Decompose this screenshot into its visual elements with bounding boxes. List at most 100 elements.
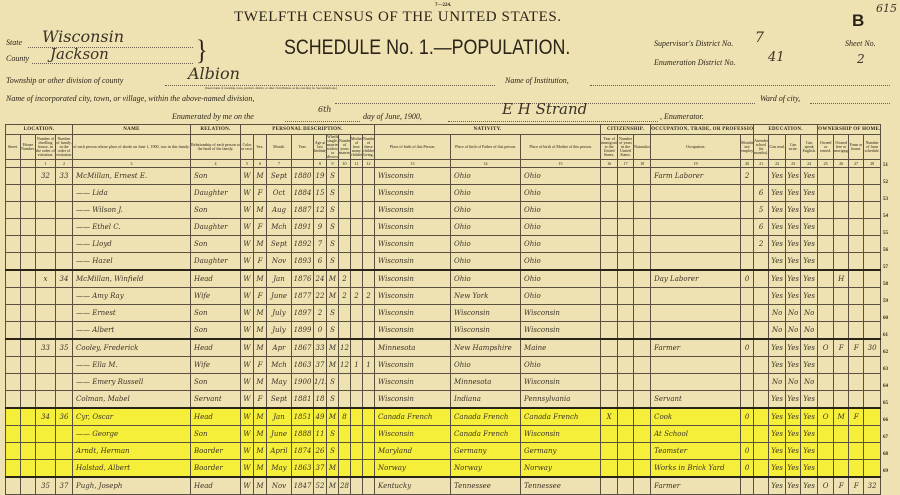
cell-name: —— Hazel xyxy=(72,252,191,271)
ward-label: Ward of city, xyxy=(760,94,801,103)
cell-ym: 28 xyxy=(338,476,351,495)
cell-imm xyxy=(600,425,619,443)
column-subheader: Owned or rented. xyxy=(817,134,835,160)
cell-rel: Head xyxy=(190,407,241,426)
cell-yrs xyxy=(617,476,635,495)
cell-occ xyxy=(650,373,742,391)
cell-liv xyxy=(361,321,376,340)
cell-house xyxy=(20,425,36,443)
cell-nat xyxy=(633,235,652,253)
cell-dw xyxy=(35,252,56,271)
cell-fbp: Ohio xyxy=(450,252,522,271)
cell-nat xyxy=(633,459,652,478)
cell-yrs xyxy=(617,218,635,236)
cell-read: Yes xyxy=(768,184,787,202)
sheet-label: Sheet No. xyxy=(845,39,876,48)
cell-own xyxy=(817,235,835,253)
cell-moc xyxy=(350,442,363,460)
cell-year: 1887 xyxy=(291,201,314,219)
cell-farm xyxy=(848,356,865,374)
cell-moc xyxy=(350,321,363,340)
county-label: County xyxy=(6,54,30,63)
cell-moc: 2 xyxy=(350,287,363,305)
cell-name: Cyr, Oscar xyxy=(72,407,191,426)
cell-own xyxy=(817,459,835,478)
column-number: 4 xyxy=(190,159,241,168)
cell-imm xyxy=(600,269,619,288)
column-number: 3 xyxy=(72,159,191,168)
cell-mbp: Tennessee xyxy=(520,476,602,495)
cell-bp: Wisconsin xyxy=(374,321,452,340)
line-number: 63 xyxy=(883,367,888,372)
cell-name: Pugh, Joseph xyxy=(72,476,191,495)
cell-sex: M xyxy=(253,235,267,253)
cell-moc xyxy=(350,407,363,426)
cell-nat xyxy=(633,356,652,374)
county-value: Jackson xyxy=(50,45,109,63)
cell-read: Yes xyxy=(768,459,787,478)
column-subheader: Number of dwelling house, in the order o… xyxy=(35,134,56,160)
cell-fbp: New Hampshire xyxy=(450,338,522,357)
cell-liv xyxy=(361,459,376,478)
column-subheader: Number of years married. xyxy=(338,134,351,160)
cell-sex: M xyxy=(253,459,267,478)
cell-fam xyxy=(55,373,73,391)
column-number: 1 xyxy=(35,159,56,168)
cell-color: W xyxy=(240,235,254,253)
line-number: 51 xyxy=(883,163,888,168)
cell-mbp: Wisconsin xyxy=(520,425,602,443)
cell-occ xyxy=(650,218,742,236)
cell-year: 1851 xyxy=(291,407,314,426)
cell-rel: Boarder xyxy=(190,442,241,460)
cell-occ: Farmer xyxy=(650,476,742,495)
cell-occ xyxy=(650,287,742,305)
cell-sex: M xyxy=(253,338,267,357)
cell-year: 1847 xyxy=(291,476,314,495)
cell-mar: S xyxy=(326,218,339,236)
cell-farm: F xyxy=(848,407,865,426)
subheader-row: Street. House Number. Number of dwelling h… xyxy=(5,134,882,160)
column-subheader: Months not employed. xyxy=(740,134,755,160)
line-number: 59 xyxy=(883,299,888,304)
cell-moc xyxy=(350,167,363,185)
cell-liv xyxy=(361,390,376,409)
cell-nat xyxy=(633,476,652,495)
cell-name: —— Ethel C. xyxy=(72,218,191,236)
cell-occ: Day Laborer xyxy=(650,269,742,288)
cell-mbp: Wisconsin xyxy=(520,304,602,322)
cell-bp: Wisconsin xyxy=(374,184,452,202)
cell-occ xyxy=(650,356,742,374)
township-label: Township or other division of county xyxy=(6,76,124,85)
cell-ym xyxy=(338,235,351,253)
cell-yrs xyxy=(617,459,635,478)
cell-liv xyxy=(361,184,376,202)
cell-nat xyxy=(633,167,652,185)
cell-unemp: 0 xyxy=(740,442,755,460)
cell-month: Jan xyxy=(266,269,292,288)
cell-house xyxy=(20,321,36,340)
cell-read: Yes xyxy=(768,442,787,460)
cell-color: W xyxy=(240,218,254,236)
cell-sched: 30 xyxy=(863,338,882,357)
cell-imm xyxy=(600,252,619,271)
cell-own xyxy=(817,304,835,322)
cell-house xyxy=(20,184,36,202)
cell-eng: Yes xyxy=(800,167,819,185)
cell-fam: 34 xyxy=(55,269,73,288)
cell-street xyxy=(5,476,21,495)
line-numbers: 51 52 53 54 55 56 57 58 59 60 61 62 63 64 65 66 67 68 69 xyxy=(883,157,899,480)
cell-bp: Wisconsin xyxy=(374,167,452,185)
cell-unemp xyxy=(740,373,755,391)
cell-month: Jan xyxy=(266,407,292,426)
line-number: 67 xyxy=(883,435,888,440)
cell-own xyxy=(817,321,835,340)
line-number: 68 xyxy=(883,452,888,457)
cell-color: W xyxy=(240,252,254,271)
cell-year: 1867 xyxy=(291,338,314,357)
cell-house xyxy=(20,338,36,357)
cell-mar: S xyxy=(326,321,339,340)
cell-yrs xyxy=(617,390,635,409)
group-header: RELATION. xyxy=(190,124,241,135)
cell-ym xyxy=(338,459,351,478)
